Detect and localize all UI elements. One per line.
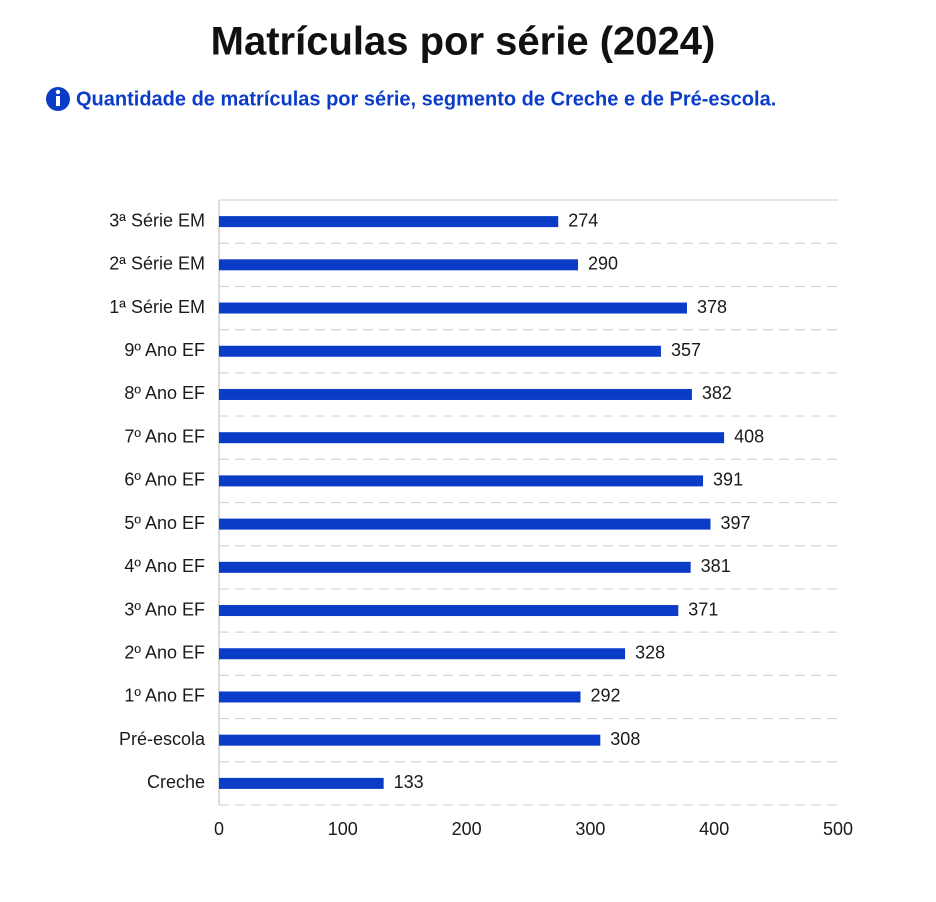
value-label: 382 [702,383,732,403]
value-label: 290 [588,254,618,274]
bar [219,388,692,400]
y-tick-label: 1ª Série EM [109,297,205,317]
y-tick-label: 7º Ano EF [124,426,205,446]
y-tick-label: 6º Ano EF [124,470,205,490]
y-tick-label: 1º Ano EF [124,686,205,706]
value-label: 328 [635,643,665,663]
x-tick-label: 300 [575,819,605,839]
value-label: 397 [720,513,750,533]
bar [219,216,559,228]
value-label: 308 [610,729,640,749]
y-tick-label: Pré-escola [119,729,206,749]
value-label: 378 [697,297,727,317]
bar [219,734,601,746]
bar [219,605,679,617]
bar [219,475,704,487]
y-tick-label: 9º Ano EF [124,340,205,360]
value-label: 357 [671,340,701,360]
bar [219,432,725,444]
y-tick-label: Creche [147,772,205,792]
chart-title: Matrículas por série (2024) [211,20,716,64]
bar [219,561,691,573]
x-tick-label: 100 [328,819,358,839]
bar [219,691,581,703]
value-label: 408 [734,426,764,446]
y-tick-label: 4º Ano EF [124,556,205,576]
y-tick-label: 5º Ano EF [124,513,205,533]
chart-subtitle: Quantidade de matrículas por série, segm… [76,88,776,110]
value-label: 292 [590,686,620,706]
bar [219,648,626,660]
x-tick-label: 0 [214,819,224,839]
info-icon [46,87,70,111]
y-tick-label: 2º Ano EF [124,643,205,663]
value-label: 133 [394,772,424,792]
bar [219,777,384,789]
y-tick-label: 3º Ano EF [124,599,205,619]
x-tick-label: 500 [823,819,853,839]
value-label: 381 [701,556,731,576]
y-tick-label: 2ª Série EM [109,254,205,274]
x-tick-label: 200 [452,819,482,839]
bar [219,259,579,271]
x-tick-label: 400 [699,819,729,839]
y-tick-label: 3ª Série EM [109,210,205,230]
value-label: 391 [713,470,743,490]
bar [219,345,661,357]
y-tick-label: 8º Ano EF [124,383,205,403]
bar [219,302,687,314]
value-label: 274 [568,210,598,230]
bar [219,518,711,530]
value-label: 371 [688,599,718,619]
